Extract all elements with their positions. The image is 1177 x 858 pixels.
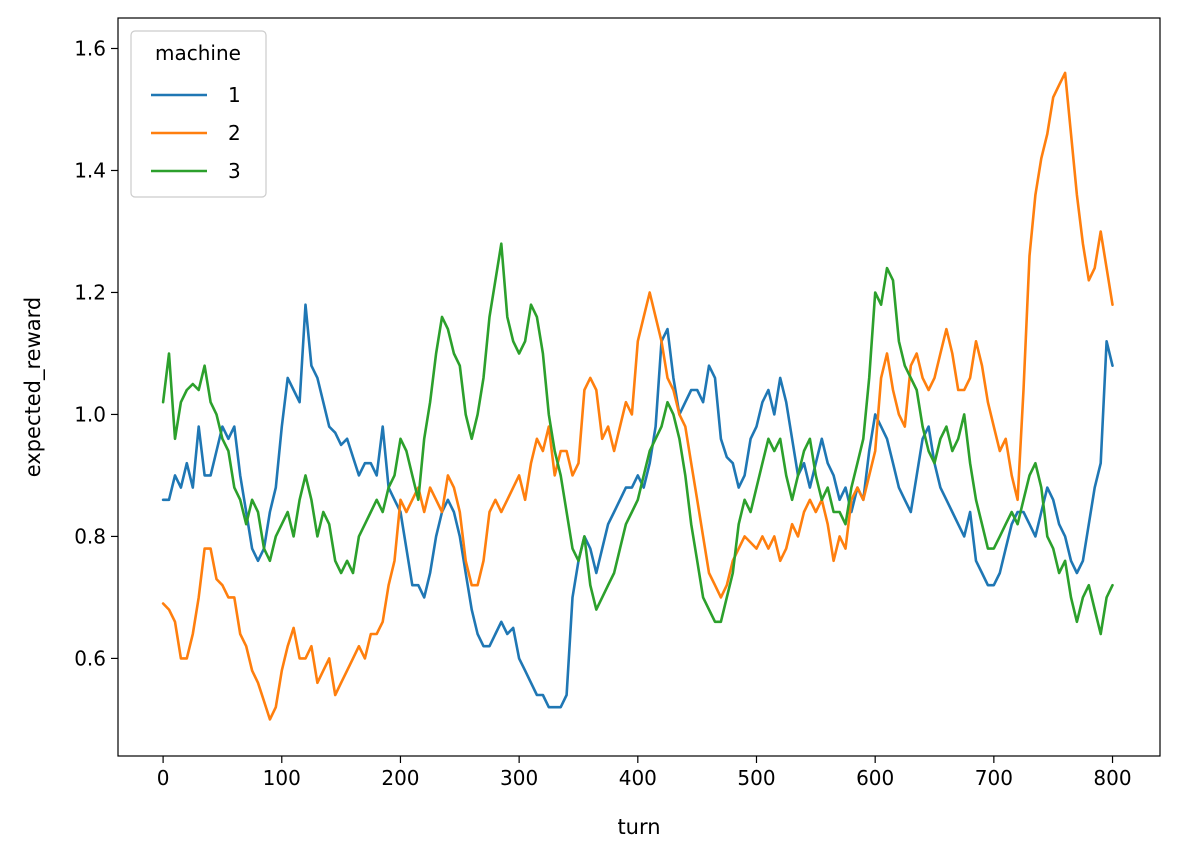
y-tick-label: 1.2 [74,280,106,304]
y-tick-label: 1.0 [74,402,106,426]
series-layer [161,71,1114,721]
y-axis-label: expected_reward [21,297,46,478]
x-tick-label: 700 [975,766,1013,790]
legend-box [130,30,267,198]
y-tick-label: 1.4 [74,158,106,182]
legend: machine 1 2 3 [130,30,267,198]
legend-label-2: 2 [228,121,241,145]
plot-background [118,18,1160,756]
series-line-1 [161,303,1114,709]
series-line-3 [161,242,1114,636]
x-tick-label: 300 [500,766,538,790]
x-tick-label: 800 [1093,766,1131,790]
plot-frame [117,17,1161,757]
x-axis-label: turn [617,815,660,839]
x-tick-label: 600 [856,766,894,790]
legend-label-1: 1 [228,83,241,107]
y-tick-label: 1.6 [74,36,106,60]
y-tick-label: 0.8 [74,524,106,548]
x-tick-label: 0 [157,766,170,790]
y-axis: 0.6 0.8 1.0 1.2 1.4 1.6 [74,36,118,670]
x-tick-label: 200 [381,766,419,790]
x-tick-label: 500 [737,766,775,790]
x-axis: 0 100 200 300 400 500 600 700 800 [157,756,1132,790]
x-tick-label: 400 [619,766,657,790]
series-line-2 [161,71,1114,721]
x-tick-label: 100 [263,766,301,790]
legend-entries: 1 2 3 [151,83,241,183]
y-tick-label: 0.6 [74,646,106,670]
legend-title: machine [155,41,241,65]
legend-label-3: 3 [228,159,241,183]
